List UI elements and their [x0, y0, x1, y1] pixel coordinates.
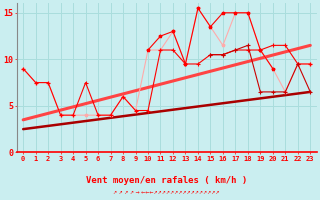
Text: ↗ ↗ ↗ ↗ → ←←←↗↗↗↗↗↗↗↗↗↗↗↗↗↗↗↗: ↗ ↗ ↗ ↗ → ←←←↗↗↗↗↗↗↗↗↗↗↗↗↗↗↗↗	[114, 190, 220, 195]
X-axis label: Vent moyen/en rafales ( km/h ): Vent moyen/en rafales ( km/h )	[86, 176, 247, 185]
